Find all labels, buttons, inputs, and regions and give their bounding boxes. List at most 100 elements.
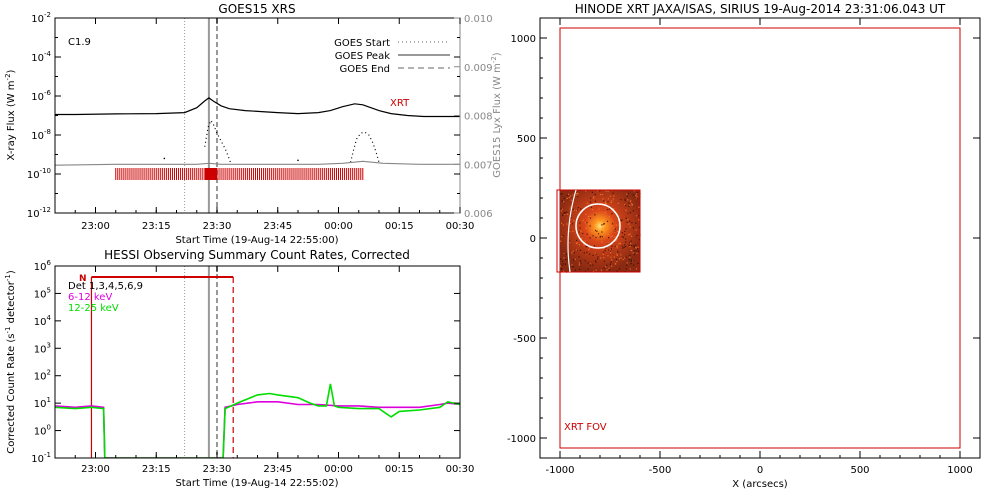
hessi-y-tick-label: 102 [34, 369, 51, 383]
hessi-x-tick-label: 23:00 [81, 464, 110, 475]
xrt-image-noise [570, 222, 572, 224]
xrt-image-noise [600, 257, 602, 259]
xrt-image-noise [599, 235, 601, 237]
goes-stray-point [297, 159, 299, 162]
xrt-image-noise [567, 213, 569, 215]
xrt-image-noise [566, 223, 568, 225]
xrt-image-noise [563, 212, 565, 214]
xrt-image-noise [607, 198, 609, 200]
hessi-y-tick-label: 105 [34, 286, 51, 300]
xrt-image-noise [561, 222, 563, 224]
xrt-image-noise [625, 209, 627, 211]
xrt-image-noise [625, 256, 627, 258]
xrt-image-noise [595, 229, 597, 232]
xrt-panel: HINODE XRT JAXA/ISAS, SIRIUS 19-Aug-2014… [507, 2, 981, 490]
xrt-image-noise [587, 222, 589, 224]
xrt-image-noise [579, 227, 581, 229]
xrt-image-noise [623, 246, 625, 248]
xrt-image-noise [631, 249, 633, 252]
xrt-image-noise [589, 264, 591, 266]
xrt-image-noise [572, 194, 574, 196]
xrt-image-noise [570, 217, 572, 219]
xrt-image-noise [594, 222, 596, 224]
xrt-image-noise [597, 258, 599, 260]
xrt-image-noise [590, 226, 592, 228]
xrt-image-noise [589, 215, 591, 218]
xrt-image-noise [621, 236, 623, 238]
hessi-x-axis-label: Start Time (19-Aug-14 22:55:02) [175, 478, 338, 489]
xrt-image-noise [560, 258, 562, 260]
xrt-image-noise [601, 236, 603, 238]
xrt-image-noise [628, 234, 630, 236]
xrt-image-noise [589, 225, 591, 227]
xrt-image-noise [637, 262, 639, 264]
xrt-image-noise [595, 269, 597, 271]
xrt-image-noise [626, 195, 628, 197]
xrt-y-tick-label: 1000 [511, 34, 536, 45]
xrt-image-noise [572, 266, 574, 268]
goes-x-tick-label: 23:45 [263, 221, 292, 232]
xrt-image-noise [607, 233, 609, 236]
xrt-image-noise [624, 200, 626, 202]
xrt-image-noise [591, 191, 593, 193]
xrt-image-noise [561, 193, 563, 195]
goes-y-tick-label: 10-10 [27, 167, 51, 181]
goes-x-tick-label: 00:30 [446, 221, 475, 232]
xrt-image-noise [561, 208, 563, 210]
xrt-region-circle [575, 203, 621, 249]
xrt-image-noise [580, 262, 582, 264]
xrt-image-noise [628, 202, 630, 204]
xrt-image-noise [564, 212, 566, 214]
goes-y2-axis-label: GOES15 Lyx Flux (W m-2) [490, 52, 503, 178]
xrt-image-noise [622, 258, 624, 261]
xrt-image-noise [594, 252, 596, 254]
xrt-image-noise [597, 256, 599, 258]
xrt-image-noise [562, 214, 564, 216]
xrt-image-noise [565, 259, 567, 261]
xrt-image-noise [630, 242, 632, 244]
xrt-image-noise [582, 219, 584, 222]
xrt-image-noise [637, 250, 640, 252]
xrt-image-noise [575, 209, 577, 211]
xrt-image-noise [564, 213, 566, 215]
xrt-image-noise [563, 257, 565, 259]
xrt-image-noise [571, 223, 574, 225]
xrt-image-noise [603, 223, 605, 225]
xrt-image-noise [564, 253, 566, 255]
xrt-image-noise [637, 248, 639, 250]
xrt-image-noise [609, 263, 611, 265]
xrt-image-noise [601, 194, 603, 196]
xrt-image-noise [591, 224, 593, 226]
xrt-image-noise [578, 231, 580, 233]
xrt-image-noise [631, 235, 633, 237]
xrt-image-noise [614, 231, 616, 233]
xrt-image-noise [607, 242, 609, 244]
xrt-image-noise [608, 249, 610, 251]
xrt-image-noise [627, 219, 629, 221]
xrt-image-noise [631, 205, 633, 207]
xrt-image-noise [621, 232, 623, 234]
xrt-image-noise [560, 240, 562, 242]
xrt-image-noise [621, 245, 623, 247]
xrt-image-noise [615, 258, 617, 261]
xrt-image-noise [635, 250, 637, 252]
hessi-x-tick-label: 00:00 [324, 464, 353, 475]
goes-y-tick-label: 10-12 [27, 206, 51, 220]
xrt-image-noise [604, 203, 606, 205]
xrt-image-noise [590, 206, 592, 209]
xrt-image-noise [638, 238, 640, 241]
xrt-image-noise [628, 223, 630, 225]
xrt-x-tick-label: -1000 [545, 465, 574, 476]
xrt-image-noise [635, 194, 637, 196]
xrt-image-noise [570, 199, 572, 201]
xrt-image-noise [633, 264, 635, 266]
xrt-image-noise [629, 200, 632, 203]
xrt-image-noise [623, 236, 625, 238]
hessi-title: HESSI Observing Summary Count Rates, Cor… [104, 248, 410, 262]
xrt-image-noise [609, 250, 612, 252]
xrt-image-noise [627, 212, 629, 214]
xrt-image-noise [638, 206, 640, 208]
xrt-image-noise [597, 190, 599, 192]
goes-series-line-0 [55, 97, 460, 118]
xrt-image-noise [561, 268, 563, 270]
